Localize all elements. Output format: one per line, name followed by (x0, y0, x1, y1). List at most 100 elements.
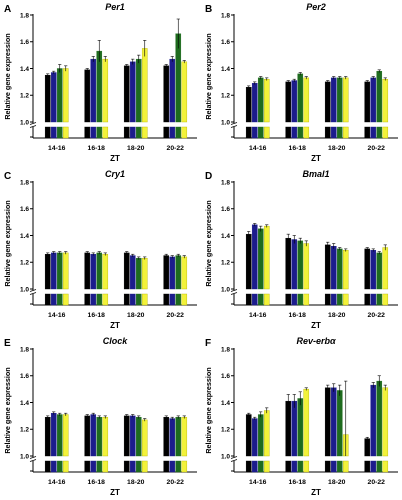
chart-panel-b: B Per2 Relative gene expression 1.0 1.2 1.4 1.… (204, 2, 398, 163)
bar-stub (44, 293, 51, 306)
bar-stub (245, 126, 252, 139)
bar-stub (376, 126, 383, 139)
bar (62, 252, 69, 290)
y-tick-label: 1.2 (221, 427, 230, 434)
bar (96, 252, 103, 290)
bar-stub (370, 293, 377, 306)
x-category-label: 20-22 (167, 312, 185, 319)
bar (251, 224, 258, 290)
bar-stub (163, 126, 170, 139)
panel-title: Per2 (306, 2, 326, 12)
bar-stub (62, 460, 69, 473)
bar (50, 412, 57, 457)
bar (102, 58, 109, 123)
x-category-label: 20-22 (167, 145, 185, 152)
y-tick-label: 1.2 (20, 260, 29, 267)
bar (376, 252, 383, 290)
bar-stub (56, 126, 63, 139)
bar-stub (245, 460, 252, 473)
x-category-label: 18-20 (127, 312, 145, 319)
bar (342, 250, 349, 290)
bar-stub (336, 293, 343, 306)
bar-stub (163, 460, 170, 473)
bar (175, 417, 182, 457)
bar (135, 417, 142, 457)
bar (181, 417, 188, 457)
bar (370, 250, 377, 290)
bar-stub (181, 460, 188, 473)
panel-title: Bmal1 (302, 169, 329, 179)
bar-stub (303, 293, 310, 306)
axis-break-mark (230, 292, 238, 295)
bar (382, 387, 389, 457)
bar-stub (44, 460, 51, 473)
x-category-label: 16-18 (88, 145, 106, 152)
bar (336, 390, 343, 457)
bar (44, 417, 51, 457)
bar-stub (169, 293, 176, 306)
y-tick-label: 1.0 (221, 119, 230, 126)
bar (84, 69, 91, 123)
bar-stub (376, 293, 383, 306)
bar-stub (370, 126, 377, 139)
bar (123, 252, 130, 290)
bar-stub (257, 460, 264, 473)
bar (382, 78, 389, 123)
bar (141, 419, 148, 457)
bar-stub (263, 460, 270, 473)
y-axis-label: Relative gene expression (3, 367, 12, 453)
bar-stub (245, 293, 252, 306)
bar (245, 414, 252, 457)
bar (330, 77, 337, 123)
bar-stub (96, 460, 103, 473)
bar-stub (44, 126, 51, 139)
y-axis-label: Relative gene expression (204, 367, 213, 453)
axis-break-mark (29, 459, 37, 462)
bar (50, 252, 57, 290)
bar-stub (84, 293, 91, 306)
bar-stub (56, 293, 63, 306)
bar (303, 77, 310, 123)
bar-stub (123, 126, 130, 139)
bar-stub (336, 460, 343, 473)
bar (169, 58, 176, 123)
bar-stub (169, 126, 176, 139)
bar-stub (324, 460, 331, 473)
bar (364, 438, 371, 457)
bar-stub (257, 293, 264, 306)
bar (163, 255, 170, 290)
x-category-label: 18-20 (328, 479, 346, 486)
bar-stub (141, 293, 148, 306)
panel-letter: D (205, 171, 212, 182)
bar-stub (102, 126, 109, 139)
panel-letter: A (4, 4, 11, 15)
bar-stub (376, 460, 383, 473)
bar-stub (382, 293, 389, 306)
y-tick-label: 1.0 (221, 286, 230, 293)
x-category-label: 14-16 (249, 479, 267, 486)
x-axis-label: ZT (311, 488, 321, 497)
bar-stub (96, 293, 103, 306)
y-tick-label: 1.6 (221, 39, 230, 46)
bar (129, 61, 136, 123)
y-axis-label: Relative gene expression (204, 33, 213, 119)
bar (90, 58, 97, 123)
bar (141, 48, 148, 123)
x-axis-label: ZT (110, 488, 120, 497)
bar (90, 254, 97, 290)
bar-stub (342, 293, 349, 306)
y-tick-label: 1.4 (221, 233, 230, 240)
bar-stub (342, 126, 349, 139)
bar (102, 417, 109, 457)
bar (370, 77, 377, 123)
y-tick-label: 1.8 (221, 12, 230, 19)
bar (96, 417, 103, 457)
bar-stub (129, 126, 136, 139)
bar-stub (330, 460, 337, 473)
bar (44, 254, 51, 290)
y-axis-label: Relative gene expression (204, 200, 213, 286)
axis-break-mark (29, 125, 37, 128)
bar-stub (382, 460, 389, 473)
bar-stub (50, 460, 57, 473)
axis-break-mark (29, 456, 37, 459)
